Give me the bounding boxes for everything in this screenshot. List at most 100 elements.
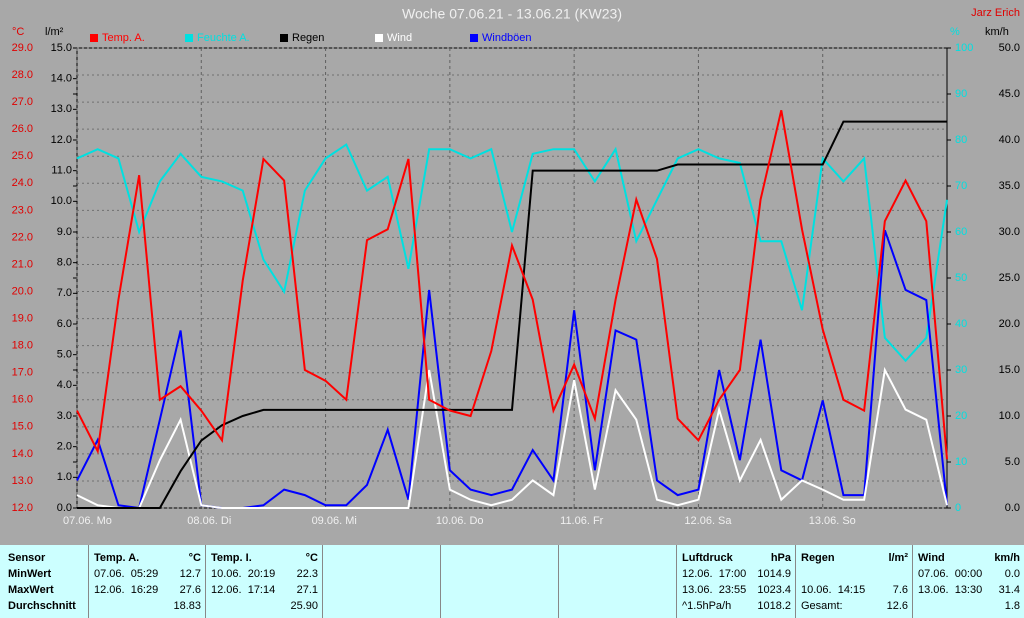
group-unit: °C: [305, 552, 318, 564]
y2-tick-label: 2.0: [57, 441, 72, 453]
y4-tick-label: 10.0: [999, 410, 1020, 422]
y-tick-label: 28.0: [12, 69, 33, 81]
group-title: Temp. A.: [94, 552, 140, 564]
column-divider: [795, 545, 796, 618]
row-value: 1014.9: [757, 568, 791, 580]
y3-tick-label: 60: [955, 226, 967, 238]
row-value: 25.90: [290, 600, 318, 612]
row-time: 10.06. 14:15: [801, 584, 866, 596]
y3-tick-label: 50: [955, 272, 967, 284]
column-divider: [322, 545, 323, 618]
series-line: [76, 110, 948, 460]
x-tick-label: 09.06. Mi: [312, 515, 357, 527]
y4-tick-label: 45.0: [999, 88, 1020, 100]
y4-tick-label: 0.0: [1005, 502, 1020, 514]
y-tick-label: 13.0: [12, 475, 33, 487]
group-unit: hPa: [770, 552, 791, 564]
y4-tick-label: 5.0: [1005, 456, 1020, 468]
legend-swatch: [185, 34, 193, 42]
group-unit: °C: [188, 552, 201, 564]
row-time: ^1.5hPa/h: [682, 600, 732, 612]
x-tick-label: 08.06. Di: [187, 515, 231, 527]
y3-tick-label: 70: [955, 180, 967, 192]
y4-tick-label: 30.0: [999, 226, 1020, 238]
group-title: Temp. I.: [211, 552, 252, 564]
y3-tick-label: 0: [955, 502, 961, 514]
column-divider: [205, 545, 206, 618]
row-label: Durchschnitt: [8, 600, 76, 612]
y2-tick-label: 7.0: [57, 287, 72, 299]
legend-swatch: [375, 34, 383, 42]
x-tick-label: 07.06. Mo: [63, 515, 112, 527]
row-value: 27.1: [296, 584, 318, 596]
y2-tick-label: 15.0: [51, 42, 72, 54]
y2-tick-label: 10.0: [51, 195, 72, 207]
row-time: 12.06. 17:14: [211, 584, 276, 596]
row-value: 1018.2: [757, 600, 791, 612]
y2-tick-label: 1.0: [57, 471, 72, 483]
x-tick-label: 12.06. Sa: [684, 515, 732, 527]
column-divider: [558, 545, 559, 618]
y3-tick-label: 40: [955, 318, 967, 330]
legend-swatch: [280, 34, 288, 42]
y-tick-label: 14.0: [12, 448, 33, 460]
row-time: Gesamt:: [801, 600, 843, 612]
y-tick-label: 22.0: [12, 231, 33, 243]
y-tick-label: 18.0: [12, 340, 33, 352]
row-time: 13.06. 13:30: [918, 584, 983, 596]
stats-table: Sensor MinWert MaxWert Durchschnitt Temp. A.…: [0, 545, 1024, 618]
y4-tick-label: 35.0: [999, 180, 1020, 192]
y3-tick-label: 20: [955, 410, 967, 422]
y-tick-label: 26.0: [12, 123, 33, 135]
y3-tick-label: 90: [955, 88, 967, 100]
group-title: Regen: [801, 552, 835, 564]
column-divider: [440, 545, 441, 618]
row-time: 12.06. 17:00: [682, 568, 747, 580]
plot-area: [76, 47, 948, 509]
series-line: [77, 120, 947, 509]
row-time: 10.06. 20:19: [211, 568, 276, 580]
y-tick-label: 12.0: [12, 502, 33, 514]
y-tick-label: 17.0: [12, 367, 33, 379]
row-label: MinWert: [8, 568, 52, 580]
y3-tick-label: 10: [955, 456, 967, 468]
y-tick-label: 24.0: [12, 177, 33, 189]
y3-tick-label: 80: [955, 134, 967, 146]
y-tick-label: 19.0: [12, 312, 33, 324]
y-tick-label: 29.0: [12, 42, 33, 54]
row-time: 07.06. 00:00: [918, 568, 983, 580]
y4-tick-label: 50.0: [999, 42, 1020, 54]
row-value: 22.3: [296, 568, 318, 580]
author: Jarz Erich: [971, 7, 1020, 19]
row-value: 7.6: [892, 584, 908, 596]
chart-title: Woche 07.06.21 - 13.06.21 (KW23): [402, 6, 622, 22]
y-axis-unit: °C: [12, 26, 24, 38]
y2-tick-label: 3.0: [57, 410, 72, 422]
y2-tick-label: 6.0: [57, 318, 72, 330]
x-tick-label: 13.06. So: [809, 515, 856, 527]
row-time: 07.06. 05:29: [94, 568, 159, 580]
y4-tick-label: 20.0: [999, 318, 1020, 330]
row-value: 1023.4: [757, 584, 791, 596]
row-label: MaxWert: [8, 584, 54, 596]
sensor-title: Sensor: [8, 552, 46, 564]
group-title: Wind: [918, 552, 945, 564]
group-unit: l/m²: [888, 552, 908, 564]
y-tick-label: 20.0: [12, 285, 33, 297]
y2-tick-label: 8.0: [57, 257, 72, 269]
y2-tick-label: 12.0: [51, 134, 72, 146]
y-tick-label: 27.0: [12, 96, 33, 108]
y4-tick-label: 15.0: [999, 364, 1020, 376]
y2-tick-label: 5.0: [57, 349, 72, 361]
legend-label: Feuchte A.: [197, 32, 250, 44]
series-line: [76, 143, 948, 363]
y2-tick-label: 11.0: [51, 165, 72, 177]
legend-label: Regen: [292, 32, 324, 44]
legend-label: Temp. A.: [102, 32, 145, 44]
y3-tick-label: 30: [955, 364, 967, 376]
group-unit: km/h: [994, 552, 1020, 564]
y4-axis-unit: km/h: [985, 26, 1009, 38]
column-divider: [88, 545, 89, 618]
x-tick-label: 11.06. Fr: [560, 515, 604, 527]
